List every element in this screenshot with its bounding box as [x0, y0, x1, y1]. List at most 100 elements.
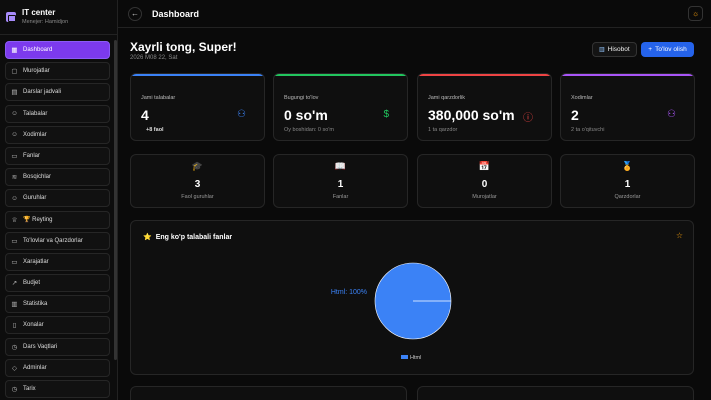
stat-accent-bar	[131, 74, 264, 76]
summary-label: Murojatlar	[472, 194, 497, 200]
sidebar-header: IT center Menejer: Hamidjon	[0, 0, 117, 35]
take-payment-button[interactable]: + To'lov olish	[641, 42, 694, 57]
current-date: 2026 M08 22, Sat	[130, 55, 178, 61]
sidebar-item-6[interactable]: ≋ Bosqichlar	[5, 168, 110, 187]
stat-icon: ⚇	[237, 109, 246, 120]
sidebar-item-label: Xarajatlar	[23, 258, 49, 265]
sidebar-item-12[interactable]: ▥ Statistika	[5, 295, 110, 314]
group-icon: ☺	[11, 194, 18, 202]
stat-accent-bar	[274, 74, 407, 76]
topbar: ← Dashboard ☼	[118, 0, 711, 28]
wallet-icon: ▭	[11, 237, 18, 245]
sidebar-item-label: Dashboard	[23, 47, 53, 53]
chart-icon: ▥	[11, 301, 18, 309]
message-icon: ▢	[11, 68, 18, 76]
sidebar-item-2[interactable]: ▤ Darslar jadvali	[5, 83, 110, 102]
page-title: Dashboard	[152, 8, 200, 19]
sidebar-item-label: Adminlar	[23, 364, 47, 371]
stat-sub: +8 faol	[146, 127, 164, 133]
receipt-icon: ▭	[11, 258, 18, 266]
sidebar-item-9[interactable]: ▭ To'lovlar va Qarzdorlar	[5, 231, 110, 250]
sidebar-item-label: Statistika	[23, 301, 48, 308]
sidebar-nav: ▦ Dashboard ▢ Murojatlar ▤ Darslar jadvali ☺ Ta…	[0, 35, 117, 398]
sidebar-item-label: Budjet	[23, 280, 41, 287]
trophy-icon: ♕	[11, 216, 18, 224]
chart-card-title: ⭐ Eng ko'p talabali fanlar	[143, 233, 232, 242]
stat-card: Xodimlar 2 2 ta o'qituvchi ⚇	[560, 73, 695, 141]
summary-icon: 📅	[478, 161, 491, 171]
sidebar-item-16[interactable]: ◷ Tarix	[5, 380, 110, 398]
back-button[interactable]: ←	[128, 6, 142, 21]
sidebar-item-label: Fanlar	[23, 152, 41, 159]
report-icon: ▥	[599, 47, 605, 53]
legend-label[interactable]: Html	[410, 355, 421, 361]
take-payment-label: To'lov olish	[655, 46, 687, 53]
stat-accent-bar	[418, 74, 551, 76]
report-button[interactable]: ▥ Hisobot	[592, 42, 637, 57]
sidebar-item-7[interactable]: ☺ Guruhlar	[5, 189, 110, 208]
sun-icon: ☼	[691, 9, 700, 18]
stat-accent-bar	[561, 74, 694, 76]
star-outline-icon[interactable]: ☆	[675, 231, 683, 240]
summary-icon: 🎓	[191, 161, 204, 171]
main-content: Xayrli tong, Super! 2026 M08 22, Sat ▥ H…	[130, 28, 695, 400]
sidebar-item-11[interactable]: ↗ Budjet	[5, 274, 110, 293]
grid-icon: ▦	[11, 47, 18, 54]
sidebar-item-15[interactable]: ◇ Adminlar	[5, 358, 110, 377]
sidebar-item-13[interactable]: ▯ Xonalar	[5, 316, 110, 335]
summary-card: 📖 1 Fanlar	[273, 154, 408, 208]
stat-label: Xodimlar	[571, 95, 593, 101]
sidebar-item-label: Guruhlar	[23, 195, 47, 202]
sidebar-scrollbar[interactable]	[114, 40, 117, 360]
stat-icon: ⚇	[667, 109, 676, 120]
stat-icon: $	[383, 109, 389, 120]
pie-slice-label: Html: 100%	[331, 289, 367, 296]
summary-value: 0	[481, 179, 488, 190]
stat-label: Jami talabalar	[141, 95, 176, 101]
stat-icon: ⓘ	[523, 113, 533, 124]
calendar-icon: ▤	[11, 89, 18, 97]
sidebar: IT center Menejer: Hamidjon ▦ Dashboard ▢ M…	[0, 0, 118, 400]
sidebar-item-label: 🏆 Reyting	[23, 217, 53, 223]
sidebar-item-label: Tarix	[23, 386, 36, 392]
plus-icon: +	[648, 46, 653, 53]
stat-value: 2	[571, 107, 579, 123]
trend-icon: ↗	[11, 280, 18, 288]
legend-swatch	[401, 355, 408, 359]
stat-sub: 2 ta o'qituvchi	[571, 127, 605, 133]
user-icon: ☺	[11, 131, 18, 139]
sidebar-item-label: Xonalar	[23, 322, 44, 329]
summary-value: 3	[194, 179, 201, 190]
summary-value: 1	[337, 179, 344, 190]
sidebar-item-5[interactable]: ▭ Fanlar	[5, 146, 110, 165]
sidebar-item-3[interactable]: ☺ Talabalar	[5, 104, 110, 123]
shield-icon: ◇	[12, 364, 17, 372]
sidebar-item-label: Talabalar	[23, 110, 48, 117]
stat-card: Jami talabalar 4 +8 faol ⚇	[130, 73, 265, 141]
summary-label: Qarzdorlar	[614, 194, 641, 200]
sidebar-item-label: To'lovlar va Qarzdorlar	[23, 237, 83, 244]
summary-card: 🎓 3 Faol guruhlar	[130, 154, 265, 208]
clock-icon: ◷	[11, 343, 18, 351]
building-icon	[6, 12, 16, 22]
sidebar-item-label: Murojatlar	[23, 68, 50, 75]
stat-sub: Oy boshidan: 0 so'm	[284, 127, 334, 133]
summary-card: 📅 0 Murojatlar	[417, 154, 552, 208]
star-filled-icon: ⭐	[143, 234, 152, 241]
summary-icon: 📖	[334, 161, 347, 171]
sidebar-item-1[interactable]: ▢ Murojatlar	[5, 62, 110, 81]
theme-toggle-button[interactable]: ☼	[688, 6, 703, 21]
users-icon: ☺	[11, 110, 18, 118]
sidebar-item-14[interactable]: ◷ Dars Vaqtlari	[5, 337, 110, 356]
stat-value: 0 so'm	[284, 107, 328, 123]
sidebar-item-label: Xodimlar	[23, 131, 47, 138]
sidebar-item-0[interactable]: ▦ Dashboard	[5, 41, 110, 59]
stat-card: Jami qarzdorlik 380,000 so'm 1 ta qarzdor ⓘ	[417, 73, 552, 141]
sidebar-item-10[interactable]: ▭ Xarajatlar	[5, 252, 110, 271]
summary-label: Faol guruhlar	[181, 194, 214, 200]
book-icon: ▭	[11, 152, 18, 160]
sidebar-item-4[interactable]: ☺ Xodimlar	[5, 125, 110, 144]
stat-value: 4	[141, 107, 149, 123]
sidebar-item-8[interactable]: ♕ 🏆 Reyting	[5, 210, 110, 229]
summary-value: 1	[624, 179, 631, 190]
